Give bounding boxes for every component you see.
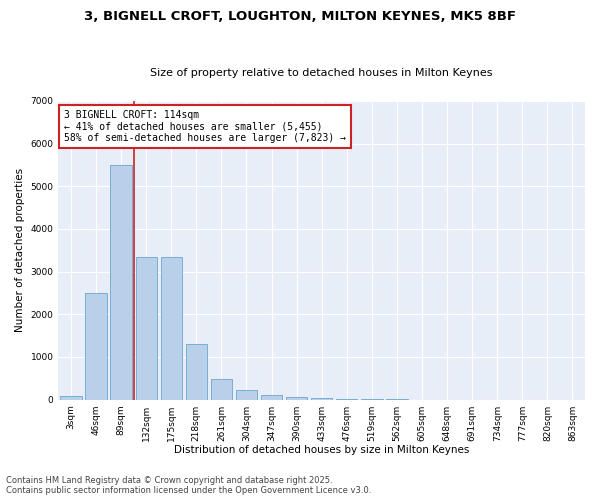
Bar: [286, 398, 307, 400]
Bar: [110, 165, 132, 400]
Bar: [236, 390, 257, 400]
Bar: [261, 396, 282, 400]
Bar: [211, 379, 232, 400]
Text: 3, BIGNELL CROFT, LOUGHTON, MILTON KEYNES, MK5 8BF: 3, BIGNELL CROFT, LOUGHTON, MILTON KEYNE…: [84, 10, 516, 23]
X-axis label: Distribution of detached houses by size in Milton Keynes: Distribution of detached houses by size …: [174, 445, 469, 455]
Bar: [85, 293, 107, 400]
Bar: [161, 256, 182, 400]
Bar: [136, 256, 157, 400]
Text: Contains HM Land Registry data © Crown copyright and database right 2025.
Contai: Contains HM Land Registry data © Crown c…: [6, 476, 371, 495]
Y-axis label: Number of detached properties: Number of detached properties: [15, 168, 25, 332]
Bar: [311, 398, 332, 400]
Text: 3 BIGNELL CROFT: 114sqm
← 41% of detached houses are smaller (5,455)
58% of semi: 3 BIGNELL CROFT: 114sqm ← 41% of detache…: [64, 110, 346, 143]
Title: Size of property relative to detached houses in Milton Keynes: Size of property relative to detached ho…: [151, 68, 493, 78]
Bar: [185, 344, 207, 400]
Bar: [60, 396, 82, 400]
